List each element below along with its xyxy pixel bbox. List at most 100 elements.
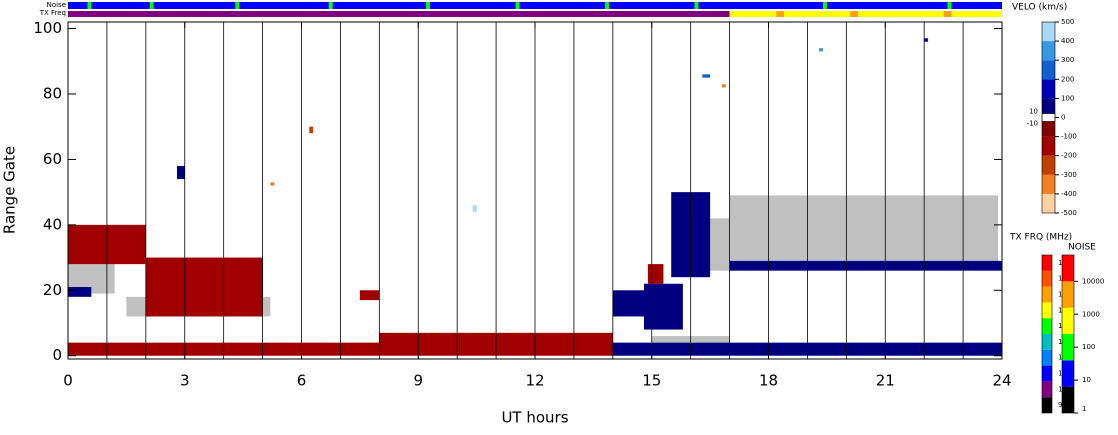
velocity-scale-label: -100 [1061,133,1077,141]
velocity-scale-label: -300 [1061,171,1077,179]
noise-scale-block [1062,360,1074,387]
noise-scale-frame [1061,254,1075,414]
velocity-cell [270,182,275,186]
velocity-scale-label: -200 [1061,152,1077,160]
noise-scale-block [1062,334,1074,361]
velocity-cell [359,290,380,301]
velocity-cell [472,205,477,212]
noise-segment [426,2,430,9]
velocity-cell [924,38,929,42]
velocity-cell [643,283,683,330]
velocity-scale-title: VELO (km/s) [1012,3,1067,13]
tx-scale-title: TX FRQ (MHz) [1009,233,1072,243]
velocity-cell [819,48,823,52]
x-tick-label: 15 [642,372,661,390]
velocity-scale-label: 0 [1061,114,1065,122]
tx-scale-block [1042,365,1052,382]
y-tick-label: 20 [43,281,62,299]
x-tick-label: 24 [992,372,1011,390]
noise-scale-block [1062,386,1074,413]
ground-scatter-cell [729,195,999,261]
tx-track-label: TX Freq [39,9,66,17]
tx-segment [776,11,785,17]
tx-scale-block [1042,397,1052,413]
velocity-cell [309,126,314,134]
velocity-scale-block [1042,136,1055,156]
noise-scale-label: 100 [1082,343,1095,351]
velocity-cell [729,260,1002,271]
noise-segment [87,2,92,9]
noise-segment [328,2,333,9]
noise-segment [515,2,520,9]
velocity-scale-label: 100 [1061,94,1074,102]
y-axis-label: Range Gate [1,146,19,234]
velocity-scale-label: -500 [1061,209,1077,217]
x-axis-label: UT hours [501,409,568,427]
y-tick-label: 80 [43,84,62,102]
y-tick-label: 60 [43,150,62,168]
noise-scale-title: NOISE [1068,243,1096,253]
noise-track-label: Noise [47,1,66,9]
velocity-scale-label: 300 [1061,56,1074,64]
x-tick-label: 12 [525,372,544,390]
velocity-zero-band [1041,113,1056,122]
y-tick-label: 100 [33,19,62,37]
x-tick-label: 21 [876,372,895,390]
tx-scale-block [1042,334,1052,350]
noise-segment [68,2,1002,9]
tx-scale-block [1042,302,1052,319]
velocity-scale-label: 200 [1061,75,1074,83]
noise-scale-label: 1 [1082,405,1086,413]
x-tick-label: 6 [297,372,307,390]
noise-scale-label: 10 [1082,376,1091,384]
velocity-scale-block [1042,60,1055,80]
noise-scale-block [1062,281,1074,308]
velocity-scale-block [1042,117,1055,137]
noise-segment [235,2,240,9]
velocity-zero-label: -10 [1027,119,1038,127]
y-tick-label: 0 [52,346,62,364]
velocity-scale-block [1042,41,1055,61]
velocity-cell [68,287,92,297]
velocity-scale-block [1042,98,1055,118]
noise-scale-block [1062,255,1074,282]
tx-segment [850,11,859,17]
velocity-scale-block [1042,22,1055,42]
velocity-scale-label: 500 [1061,18,1074,26]
noise-segment [605,2,609,9]
x-tick-label: 3 [180,372,190,390]
noise-segment [694,2,699,9]
noise-segment [947,2,952,9]
velocity-cell [647,264,664,284]
velocity-cell [721,84,726,88]
tx-scale-block [1042,255,1052,271]
velocity-scale-block [1042,193,1055,213]
x-tick-label: 0 [63,372,73,390]
noise-scale-label: 1000 [1082,310,1100,318]
velocity-scale-block [1042,174,1055,194]
tx-segment [943,11,952,17]
tx-scale-block [1042,270,1052,287]
noise-scale-block [1062,307,1074,334]
velocity-cell [176,165,185,180]
velocity-cell [145,257,263,317]
velocity-scale-block [1042,79,1055,99]
tx-scale-frame [1041,254,1053,414]
velocity-scale-block [1042,155,1055,175]
tx-segment [68,11,730,17]
x-tick-label: 9 [413,372,423,390]
tx-scale-label: 9 [1058,401,1062,409]
noise-segment [149,2,154,9]
tx-scale-block [1042,381,1052,398]
noise-segment [822,2,827,9]
velocity-cell [702,74,711,78]
tx-scale-block [1042,286,1052,303]
noise-scale-label: 10000 [1082,277,1104,285]
velocity-zero-label: 10 [1029,108,1038,116]
velocity-scale-label: -400 [1061,190,1077,198]
y-tick-label: 40 [43,215,62,233]
tx-segment [729,11,1002,17]
tx-scale-block [1042,349,1052,366]
